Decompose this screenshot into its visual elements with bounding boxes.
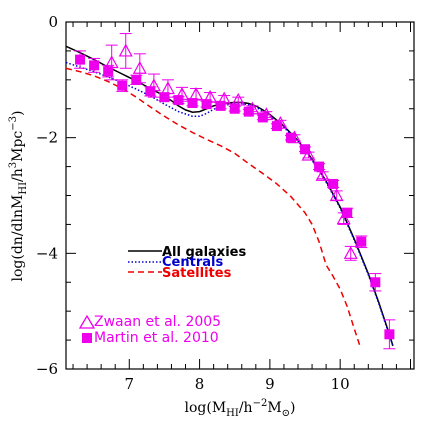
data-point-martin — [355, 235, 368, 249]
y-tick-label: −6 — [36, 360, 58, 378]
data-point-martin — [270, 121, 283, 132]
observation-legend: Zwaan et al. 2005 Martin et al. 2010 — [78, 314, 221, 346]
series-line-satellites — [66, 67, 361, 347]
square-marker — [342, 207, 353, 218]
observation-points — [74, 33, 396, 350]
x-tick-label: 10 — [331, 375, 350, 393]
triangle-marker — [301, 147, 316, 161]
data-point-martin — [313, 161, 326, 172]
square-marker — [257, 112, 268, 123]
data-point-martin — [88, 57, 101, 73]
data-point-martin — [102, 64, 115, 78]
data-point-martin — [144, 86, 157, 97]
data-point-martin — [200, 99, 213, 110]
triangle-marker — [329, 188, 344, 202]
triangle-marker — [132, 61, 147, 74]
square-marker — [201, 99, 212, 110]
data-point-zwaan — [315, 168, 330, 181]
square-marker — [103, 66, 114, 77]
data-point-martin — [214, 100, 227, 111]
x-tick-label: 7 — [124, 375, 134, 393]
data-point-zwaan — [231, 92, 246, 106]
data-point-martin — [341, 207, 354, 218]
data-point-martin — [284, 132, 297, 143]
y-tick-label: −4 — [36, 244, 58, 262]
model-legend: All galaxies Centrals Satellites — [128, 245, 246, 281]
triangle-marker — [315, 168, 330, 181]
data-point-martin — [369, 273, 382, 292]
data-point-zwaan — [329, 188, 344, 202]
data-point-martin — [256, 112, 269, 123]
data-point-martin — [130, 74, 143, 85]
square-marker — [271, 121, 282, 132]
y-axis-label: log(dn/dlnMHI/h3Mpc−3) — [8, 111, 29, 282]
square-marker — [117, 80, 128, 91]
legend-label-satellites: Satellites — [162, 266, 232, 281]
square-marker — [314, 161, 325, 172]
square-marker — [356, 236, 367, 247]
square-marker — [159, 92, 170, 103]
square-marker — [173, 95, 184, 106]
legend-label-centrals: Centrals — [162, 255, 223, 270]
series-line-centrals — [66, 61, 394, 347]
data-point-martin — [172, 95, 185, 106]
triangle-marker — [343, 246, 358, 259]
square-marker — [75, 54, 86, 65]
legend-marker-martin — [82, 333, 92, 343]
x-tick-label: 8 — [195, 375, 205, 393]
axis-ticks — [66, 21, 414, 370]
data-point-martin — [383, 319, 396, 350]
square-marker — [131, 74, 142, 85]
series-line-all-galaxies — [66, 45, 394, 347]
data-point-martin — [242, 106, 255, 117]
square-marker — [328, 178, 339, 189]
data-point-martin — [186, 97, 199, 108]
square-marker — [243, 106, 254, 117]
square-marker — [145, 86, 156, 97]
data-point-martin — [74, 50, 87, 69]
y-tick-label: −2 — [36, 129, 58, 147]
square-marker — [285, 132, 296, 143]
data-point-martin — [158, 92, 171, 103]
legend-label-zwaan: Zwaan et al. 2005 — [94, 314, 221, 330]
data-point-martin — [228, 103, 241, 114]
legend-label-all-galaxies: All galaxies — [162, 245, 246, 260]
square-marker — [384, 329, 395, 340]
y-tick-label: 0 — [48, 13, 58, 31]
data-point-zwaan — [118, 33, 133, 69]
square-marker — [89, 60, 100, 71]
square-marker — [229, 103, 240, 114]
triangle-marker — [118, 43, 133, 57]
square-marker — [187, 97, 198, 108]
triangle-marker — [336, 211, 351, 225]
model-series — [66, 45, 394, 347]
legend-marker-zwaan — [78, 314, 96, 329]
data-point-martin — [116, 79, 129, 92]
square-marker — [370, 277, 381, 288]
x-axis-label: log(MHI/h−2M⊙) — [184, 398, 295, 419]
data-point-martin — [327, 178, 340, 189]
square-marker — [300, 144, 311, 155]
data-point-martin — [299, 144, 312, 155]
data-point-zwaan — [343, 245, 358, 261]
x-tick-label: 9 — [265, 375, 275, 393]
legend-label-martin: Martin et al. 2010 — [94, 330, 219, 346]
axis-tick-labels: 7 8 9 10 −6 −4 −2 0 — [36, 13, 350, 393]
square-marker — [215, 100, 226, 111]
